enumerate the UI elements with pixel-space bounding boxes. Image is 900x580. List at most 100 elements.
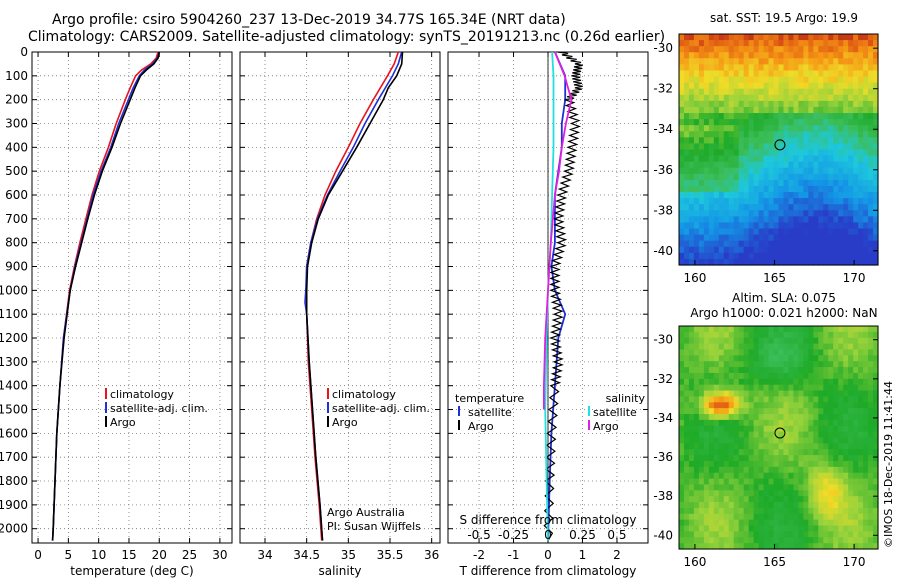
map-cell [873, 349, 879, 356]
map-cell [843, 131, 849, 138]
map-cell [728, 478, 735, 486]
map-cell [738, 119, 745, 126]
map-cell [808, 443, 814, 450]
map-cell [733, 361, 740, 368]
map-cell [788, 390, 795, 398]
map-cell [728, 502, 735, 509]
map-cell [858, 337, 864, 345]
map-cell [753, 337, 760, 345]
map-cell [679, 210, 685, 217]
map-cell [853, 367, 859, 374]
series-line-temperature-satelliteadjclim [51, 51, 161, 541]
map-cell [738, 100, 745, 108]
map-cell [853, 179, 859, 187]
map-cell [683, 431, 690, 439]
map-cell [773, 361, 780, 368]
map-cell [808, 361, 814, 368]
map-cell [768, 478, 775, 486]
map-cell [698, 173, 705, 181]
map-cell [698, 425, 705, 433]
map-cell [768, 519, 775, 527]
map-cell [723, 355, 730, 362]
map-cell [713, 82, 720, 90]
map-cell [853, 204, 859, 211]
map-cell [873, 100, 879, 108]
map-cell [828, 252, 834, 260]
map-cell [723, 361, 730, 368]
map-cell [803, 34, 809, 41]
map-cell [733, 378, 740, 386]
map-cell [863, 137, 869, 145]
map-cell [868, 484, 874, 491]
map-cell [733, 402, 740, 409]
legend-label: satellite-adj. clim. [332, 402, 430, 415]
map-cell [858, 106, 864, 114]
map-cell [773, 125, 780, 132]
map-cell [748, 52, 755, 59]
map-cell [793, 246, 799, 254]
map-cell [693, 167, 700, 175]
map-cell [843, 543, 849, 550]
map-cell [728, 343, 735, 351]
map-cell [723, 179, 730, 187]
legend-label: Argo [110, 416, 136, 429]
map-cell [823, 419, 829, 427]
map-cell [803, 337, 809, 345]
map-cell [778, 349, 785, 356]
map-cell [848, 143, 854, 151]
map-cell [738, 431, 745, 439]
map-cell [798, 137, 804, 145]
map-cell [793, 466, 799, 474]
map-cell [868, 478, 874, 486]
map-cell [778, 525, 785, 532]
map-cell [728, 537, 735, 544]
map-cell [753, 185, 760, 193]
map-cell [713, 349, 720, 356]
map-cell [723, 490, 730, 497]
map-cell [793, 525, 799, 532]
map-cell [848, 173, 854, 181]
map-cell [858, 449, 864, 456]
map-cell [868, 490, 874, 497]
map-cell [813, 390, 819, 398]
map-cell [698, 525, 705, 532]
map-cell [793, 40, 799, 47]
map-cell [768, 106, 775, 114]
map-cell [798, 502, 804, 509]
map-cell [823, 82, 829, 90]
map-cell [798, 466, 804, 474]
map-cell [813, 216, 819, 224]
map-cell [798, 408, 804, 415]
map-cell [758, 40, 765, 47]
map-cell [818, 125, 824, 132]
map-cell [733, 460, 740, 468]
map-cell [853, 198, 859, 205]
map-cell [748, 143, 755, 151]
map-cell [828, 460, 834, 468]
map-cell [688, 331, 695, 339]
map-cell [738, 204, 745, 211]
map-cell [853, 425, 859, 433]
map-cell [873, 76, 879, 84]
map-cell [773, 431, 780, 439]
map-cell [843, 490, 849, 497]
map-cell [833, 64, 839, 72]
map-cell [698, 179, 705, 187]
map-cell [693, 52, 700, 59]
map-cell [873, 367, 879, 374]
map-cell [688, 361, 695, 368]
map-cell [803, 349, 809, 356]
map-cell [843, 52, 849, 59]
map-cell [783, 106, 790, 114]
map-cell [698, 64, 705, 72]
map-cell [778, 449, 785, 456]
map-cell [733, 210, 740, 217]
map-cell [793, 460, 799, 468]
map-cell [753, 367, 760, 374]
map-cell [698, 466, 705, 474]
map-cell [838, 198, 844, 205]
map-cell [753, 198, 760, 205]
map-cell [688, 443, 695, 450]
map-cell [679, 216, 685, 224]
map-cell [708, 240, 715, 248]
